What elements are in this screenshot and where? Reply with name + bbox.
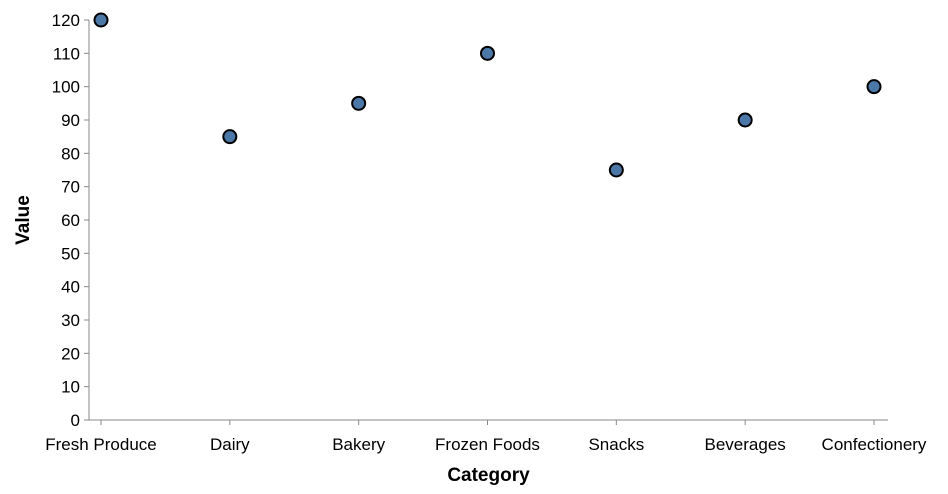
data-point[interactable] <box>737 112 753 128</box>
y-tick-label: 100 <box>52 78 80 97</box>
y-tick-label: 50 <box>61 244 80 263</box>
data-point[interactable] <box>608 162 624 178</box>
y-tick-label: 60 <box>61 211 80 230</box>
data-point[interactable] <box>222 129 238 145</box>
y-axis: 0 10 20 30 40 50 60 70 80 90 100 110 120 <box>52 11 90 430</box>
x-tick-label: Dairy <box>210 435 250 454</box>
y-tick-label: 90 <box>61 111 80 130</box>
x-tick-label: Frozen Foods <box>435 435 540 454</box>
x-tick-label: Snacks <box>588 435 644 454</box>
y-axis-title: Value <box>13 195 34 245</box>
data-point[interactable] <box>866 79 882 95</box>
x-tick-label: Bakery <box>332 435 385 454</box>
x-tick-label: Beverages <box>705 435 786 454</box>
data-points <box>93 12 882 178</box>
x-tick-label: Fresh Produce <box>45 435 157 454</box>
x-axis-title: Category <box>447 465 530 486</box>
x-axis: Fresh Produce Dairy Bakery Frozen Foods Snac… <box>45 419 927 454</box>
y-tick-label: 10 <box>61 378 80 397</box>
data-point[interactable] <box>480 45 495 61</box>
y-tick-label: 110 <box>53 44 80 63</box>
y-tick-label: 30 <box>61 311 80 330</box>
data-point[interactable] <box>93 12 109 28</box>
y-tick-label: 70 <box>61 178 80 197</box>
y-tick-label: 0 <box>71 411 80 430</box>
y-tick-label: 20 <box>61 344 80 363</box>
y-tick-label: 120 <box>52 11 80 30</box>
x-tick-label: Confectionery <box>822 435 927 454</box>
data-point[interactable] <box>351 95 367 111</box>
y-tick-label: 40 <box>61 278 80 297</box>
y-tick-label: 80 <box>61 144 80 163</box>
